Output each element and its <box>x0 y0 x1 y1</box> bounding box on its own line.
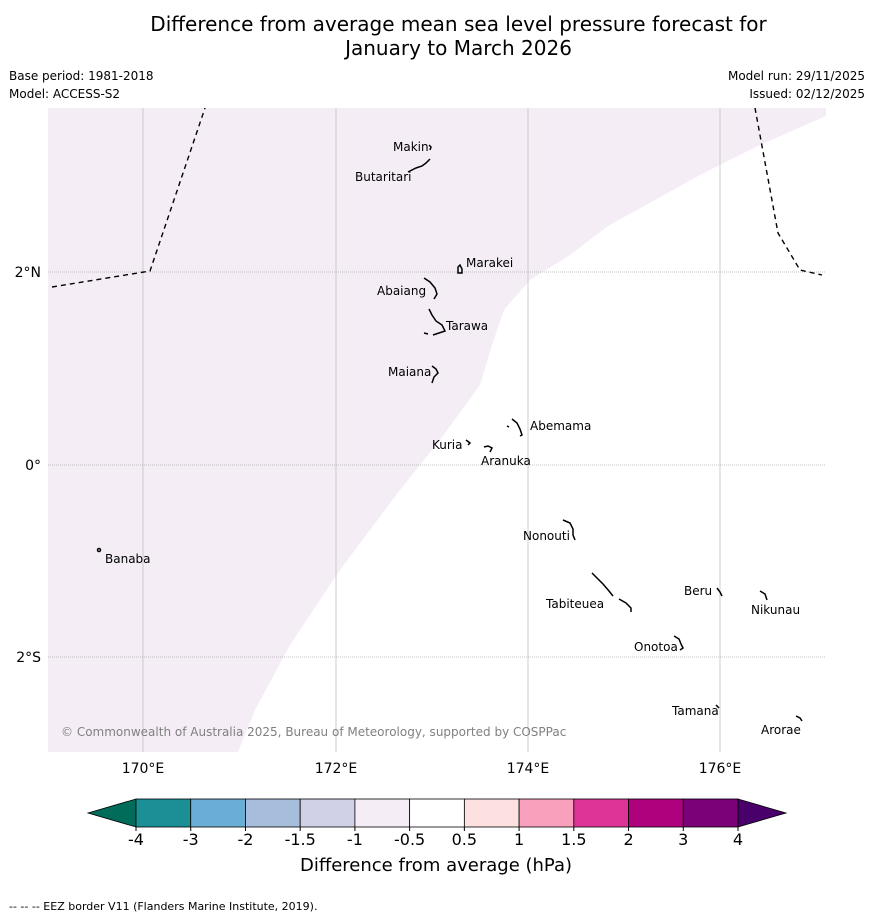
map-title: Difference from average mean sea level p… <box>0 12 873 60</box>
colorbar-segment <box>409 798 465 828</box>
place-labels: Makin Butaritari Marakei Abaiang Tarawa … <box>105 140 801 737</box>
colorbar-tick-label: -1 <box>347 830 363 849</box>
model-name: Model: ACCESS-S2 <box>9 87 121 101</box>
colorbar-ticks: -4 -3 -2 -1.5 -1 -0.5 0.5 1 1.5 2 3 4 <box>128 827 743 849</box>
island-beru-outline <box>716 587 723 597</box>
island-butaritari-outline <box>407 158 431 173</box>
colorbar-tick-label: 3 <box>678 830 688 849</box>
eez-border-note: -- -- -- EEZ border V11 (Flanders Marine… <box>9 900 318 913</box>
island-arorae-outline <box>795 715 803 722</box>
label-maiana: Maiana <box>388 365 431 379</box>
y-tick-2s: 2°S <box>16 650 41 666</box>
colorbar-segment <box>463 798 520 828</box>
colorbar-segment <box>628 798 684 828</box>
label-tamana: Tamana <box>671 704 719 718</box>
label-arorae: Arorae <box>761 723 801 737</box>
eez-border-west <box>51 108 206 288</box>
island-tabiteuea-outline <box>591 572 632 612</box>
x-tick-176e: 176°E <box>699 761 742 777</box>
label-marakei: Marakei <box>466 256 513 270</box>
label-butaritari: Butaritari <box>355 170 412 184</box>
title-line-1: Difference from average mean sea level p… <box>150 12 767 36</box>
label-nikunau: Nikunau <box>751 603 800 617</box>
colorbar-tick-label: -1.5 <box>285 830 316 849</box>
x-tick-172e: 172°E <box>315 761 358 777</box>
island-onotoa-outline <box>673 635 684 651</box>
colorbar-segment <box>299 798 356 828</box>
label-makin: Makin <box>393 140 429 154</box>
islands <box>96 144 803 722</box>
y-tick-2n: 2°N <box>15 265 41 281</box>
colorbar-tick-label: 4 <box>733 830 743 849</box>
colorbar-segment <box>190 798 246 828</box>
island-nonouti-outline <box>562 519 576 541</box>
label-tarawa: Tarawa <box>445 319 488 333</box>
label-onotoa: Onotoa <box>634 640 678 654</box>
colorbar-tick-label: 1.5 <box>561 830 586 849</box>
colorbar-segment <box>135 798 192 828</box>
island-makin-outline <box>428 144 432 151</box>
axis-labels: 170°E 172°E 174°E 176°E 2°N 0° 2°S <box>15 265 742 777</box>
label-aranuka: Aranuka <box>481 454 531 468</box>
eez-border-east <box>754 108 823 276</box>
colorbar-tick-label: 1 <box>514 830 524 849</box>
colorbar-tick-label: 2 <box>623 830 633 849</box>
title-line-2: January to March 2026 <box>345 36 572 60</box>
label-banaba: Banaba <box>105 552 151 566</box>
label-abemama: Abemama <box>530 419 591 433</box>
label-tabiteuea: Tabiteuea <box>545 597 604 611</box>
issued-date: Issued: 02/12/2025 <box>749 87 865 101</box>
colorbar-tick-label: 0.5 <box>452 830 477 849</box>
colorbar-under-arrow <box>86 798 137 828</box>
island-tamana-outline <box>715 704 720 709</box>
x-tick-174e: 174°E <box>507 761 550 777</box>
island-nikunau-outline <box>759 590 768 601</box>
colorbar-segment <box>354 798 411 828</box>
gridlines <box>142 108 721 752</box>
label-abaiang: Abaiang <box>377 284 426 298</box>
island-kuria-outline <box>465 439 472 446</box>
map-area: Makin Butaritari Marakei Abaiang Tarawa … <box>48 108 826 752</box>
island-banaba-outline <box>96 547 102 553</box>
label-kuria: Kuria <box>432 438 463 452</box>
pressure-anomaly-region <box>48 108 826 752</box>
x-tick-170e: 170°E <box>122 761 165 777</box>
label-beru: Beru <box>684 584 712 598</box>
island-marakei-outline <box>457 263 463 274</box>
island-aranuka-outline <box>483 445 494 453</box>
island-tarawa-outline <box>423 308 447 336</box>
colorbar-over-arrow <box>737 798 788 828</box>
colorbar-segment <box>682 798 739 828</box>
forecast-map: Makin Butaritari Marakei Abaiang Tarawa … <box>15 108 826 876</box>
copyright-notice: © Commonwealth of Australia 2025, Bureau… <box>61 725 566 739</box>
model-run: Model run: 29/11/2025 <box>727 69 865 83</box>
colorbar-segment <box>518 798 575 828</box>
label-nonouti: Nonouti <box>523 529 570 543</box>
colorbar-segments <box>135 798 739 828</box>
colorbar-tick-label: -3 <box>183 830 199 849</box>
colorbar-tick-label: -0.5 <box>394 830 425 849</box>
colorbar-tick-label: -4 <box>128 830 144 849</box>
parallels <box>48 271 826 658</box>
eez-border <box>51 108 823 288</box>
colorbar-label: Difference from average (hPa) <box>300 855 572 876</box>
colorbar-segment <box>245 798 301 828</box>
colorbar-segment <box>573 798 629 828</box>
y-tick-0: 0° <box>25 458 41 474</box>
colorbar-tick-label: -2 <box>237 830 253 849</box>
base-period: Base period: 1981-2018 <box>9 69 154 83</box>
island-abaiang-outline <box>423 277 438 300</box>
colorbar: -4 -3 -2 -1.5 -1 -0.5 0.5 1 1.5 2 3 4 Difference fr… <box>86 798 788 876</box>
island-maiana-outline <box>431 365 439 384</box>
island-abemama-outline <box>506 418 523 437</box>
